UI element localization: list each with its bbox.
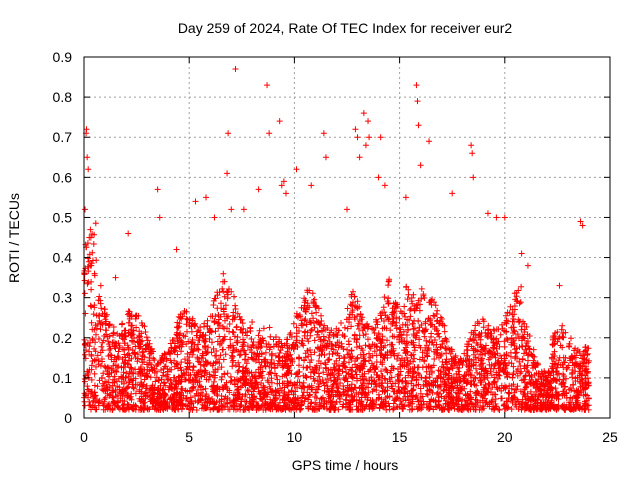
- data-point: [125, 230, 132, 237]
- data-point: [266, 130, 273, 137]
- x-tick-label: 20: [497, 429, 513, 445]
- data-point: [362, 142, 369, 149]
- data-point: [85, 166, 92, 173]
- data-point: [255, 186, 262, 193]
- x-axis-label: GPS time / hours: [292, 457, 399, 473]
- data-point: [224, 170, 231, 177]
- data-point: [556, 282, 563, 289]
- y-tick-label: 0.5: [53, 209, 73, 225]
- data-point: [86, 234, 93, 241]
- data-point: [232, 66, 239, 73]
- data-point: [468, 142, 475, 149]
- data-point: [518, 250, 525, 257]
- data-point: [344, 206, 350, 213]
- chart-title: Day 259 of 2024, Rate Of TEC Index for r…: [178, 20, 513, 36]
- data-point: [375, 174, 382, 181]
- data-point: [493, 214, 500, 221]
- data-point: [354, 134, 361, 141]
- dense-point-cloud: [81, 220, 592, 413]
- data-point: [84, 154, 91, 161]
- data-point: [322, 154, 329, 161]
- data-point: [173, 246, 180, 253]
- y-tick-label: 0.9: [53, 49, 73, 65]
- data-point: [87, 262, 94, 269]
- data-point: [470, 174, 477, 181]
- data-point: [154, 186, 161, 193]
- data-point: [203, 194, 210, 201]
- data-point: [280, 178, 287, 185]
- data-point: [577, 218, 584, 225]
- data-point: [501, 214, 508, 221]
- data-point: [308, 182, 315, 189]
- data-point: [228, 206, 235, 213]
- x-tick-label: 15: [392, 429, 408, 445]
- axis-tick-labels: 0 5 10 15 20 25 0 0.1 0.2 0.3 0.4 0.5 0.6 0.7 0.8 0.9: [53, 49, 618, 445]
- y-tick-label: 0.2: [53, 330, 73, 346]
- y-tick-label: 0.4: [53, 250, 73, 266]
- data-point: [366, 134, 373, 141]
- data-point: [524, 262, 531, 269]
- data-point: [192, 198, 199, 205]
- data-point: [264, 82, 271, 89]
- data-point: [282, 190, 289, 197]
- y-tick-label: 0.3: [53, 290, 73, 306]
- data-point: [365, 118, 372, 125]
- data-point: [240, 206, 247, 213]
- x-tick-label: 0: [80, 429, 88, 445]
- y-tick-label: 0.8: [53, 89, 73, 105]
- data-point: [484, 210, 491, 217]
- y-tick-label: 0.1: [53, 370, 73, 386]
- data-point: [352, 126, 359, 133]
- x-tick-label: 10: [287, 429, 303, 445]
- data-point: [276, 118, 283, 125]
- data-point: [579, 222, 586, 229]
- data-point: [469, 150, 476, 157]
- data-point: [97, 282, 104, 289]
- data-point: [278, 182, 285, 189]
- data-point: [381, 182, 388, 189]
- data-point: [449, 190, 456, 197]
- data-point: [211, 214, 218, 221]
- data-point: [413, 82, 420, 89]
- data-point: [293, 166, 300, 173]
- x-tick-label: 25: [602, 429, 618, 445]
- data-point: [225, 130, 232, 137]
- axis-ticks: [83, 56, 611, 419]
- y-tick-label: 0.6: [53, 169, 73, 185]
- data-point: [417, 162, 424, 169]
- y-tick-label: 0: [64, 410, 72, 426]
- x-tick-label: 5: [185, 429, 193, 445]
- data-point: [360, 110, 367, 117]
- data-point: [377, 134, 384, 141]
- y-tick-label: 0.7: [53, 129, 73, 145]
- data-point: [415, 122, 422, 129]
- data-point: [83, 126, 90, 133]
- data-point: [320, 130, 327, 137]
- data-point: [356, 154, 363, 161]
- data-point: [82, 206, 89, 213]
- y-axis-label: ROTI / TECUs: [6, 193, 22, 283]
- data-point: [91, 270, 98, 277]
- data-point: [112, 274, 119, 281]
- plot-frame: [83, 56, 611, 419]
- data-point: [426, 138, 433, 145]
- data-points: [82, 66, 586, 289]
- point-cloud-markers: [81, 220, 592, 413]
- data-point: [402, 194, 409, 201]
- data-point: [414, 98, 421, 105]
- data-point: [156, 214, 163, 221]
